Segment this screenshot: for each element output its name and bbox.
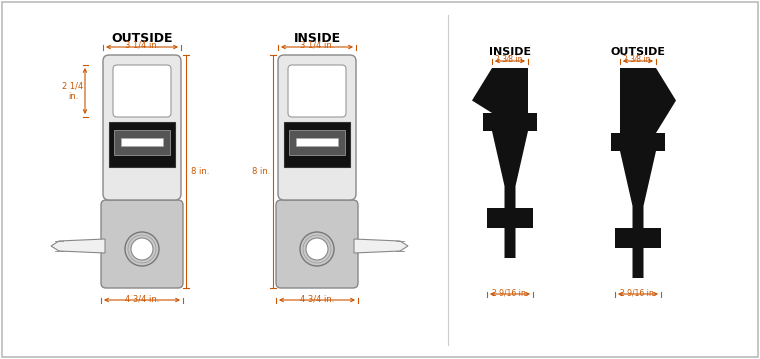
Text: 8 in.: 8 in. bbox=[252, 167, 270, 176]
Polygon shape bbox=[611, 68, 676, 278]
Circle shape bbox=[125, 232, 159, 266]
Text: 2 3⁄8 in.: 2 3⁄8 in. bbox=[495, 55, 525, 64]
Text: 2 1/8 in.: 2 1/8 in. bbox=[299, 54, 334, 63]
Text: 3 1/4 in.: 3 1/4 in. bbox=[125, 41, 159, 50]
Text: 8 in.: 8 in. bbox=[191, 167, 209, 176]
Circle shape bbox=[131, 238, 153, 260]
FancyBboxPatch shape bbox=[276, 200, 358, 288]
Text: 2 9/16 in.: 2 9/16 in. bbox=[492, 288, 528, 297]
FancyBboxPatch shape bbox=[288, 65, 346, 117]
Bar bbox=[109, 122, 175, 167]
Bar bbox=[296, 138, 338, 146]
Text: 2 3⁄8 in.: 2 3⁄8 in. bbox=[623, 55, 653, 64]
Polygon shape bbox=[472, 68, 537, 258]
Text: 2 1/8 in.: 2 1/8 in. bbox=[125, 54, 159, 63]
Bar bbox=[114, 130, 170, 155]
Polygon shape bbox=[354, 239, 408, 253]
FancyBboxPatch shape bbox=[103, 55, 181, 200]
Text: 2 9/16 in.: 2 9/16 in. bbox=[620, 288, 656, 297]
Text: 4 3/4 in.: 4 3/4 in. bbox=[125, 294, 159, 303]
FancyBboxPatch shape bbox=[101, 200, 183, 288]
Text: 2 1/4
in.: 2 1/4 in. bbox=[62, 81, 84, 101]
Circle shape bbox=[300, 232, 334, 266]
Bar bbox=[289, 130, 345, 155]
Bar bbox=[284, 122, 350, 167]
Text: INSIDE: INSIDE bbox=[293, 32, 340, 45]
Circle shape bbox=[306, 238, 328, 260]
Text: OUTSIDE: OUTSIDE bbox=[610, 47, 666, 57]
Text: 4 3/4 in.: 4 3/4 in. bbox=[299, 294, 334, 303]
Bar bbox=[121, 138, 163, 146]
FancyBboxPatch shape bbox=[278, 55, 356, 200]
Polygon shape bbox=[51, 239, 105, 253]
Text: INSIDE: INSIDE bbox=[489, 47, 531, 57]
Text: 3 1/4 in.: 3 1/4 in. bbox=[299, 41, 334, 50]
FancyBboxPatch shape bbox=[113, 65, 171, 117]
Text: OUTSIDE: OUTSIDE bbox=[111, 32, 173, 45]
